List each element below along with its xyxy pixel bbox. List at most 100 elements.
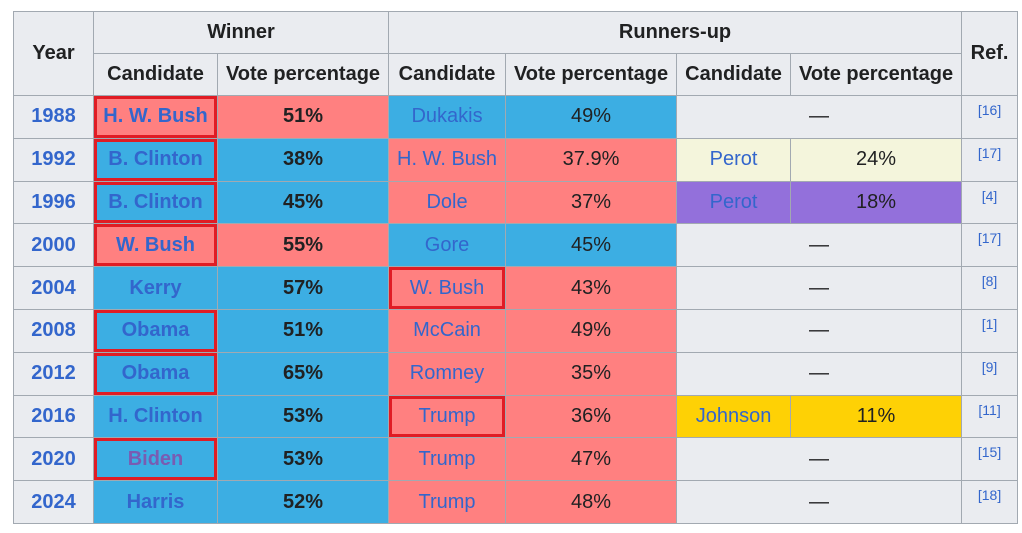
year-cell: 2000	[13, 223, 94, 268]
winner-vote-cell: 53%	[216, 437, 390, 482]
winner-candidate-cell: H. W. Bush	[93, 95, 218, 139]
year-link[interactable]: 2024	[31, 490, 76, 513]
runner-up-candidate-link[interactable]: H. W. Bush	[397, 148, 498, 171]
winner-vote-cell: 51%	[216, 95, 390, 139]
third-vote-percentage-header: Vote percentage	[790, 53, 963, 96]
winner-candidate-link[interactable]: W. Bush	[116, 233, 195, 256]
third-candidate-link[interactable]: Perot	[709, 190, 758, 213]
runner-up-vote-cell: 48%	[505, 480, 678, 524]
ref-link[interactable]: [11]	[978, 401, 1001, 418]
ref-link[interactable]: [8]	[981, 273, 998, 290]
third-candidate-none: —	[676, 223, 963, 268]
ref-cell: [16]	[961, 95, 1019, 139]
runner-up-candidate-header: Candidate	[388, 53, 507, 96]
winner-candidate-cell: H. Clinton	[93, 394, 218, 439]
runner-up-candidate-link[interactable]: Romney	[409, 362, 485, 385]
runner-up-candidate-link[interactable]: W. Bush	[409, 276, 485, 299]
winner-candidate-link[interactable]: Biden	[127, 447, 184, 470]
year-cell: 2024	[13, 480, 94, 524]
election-results-table: Year Winner Runners-up Ref. Candidate Vo…	[13, 11, 1019, 524]
winner-candidate-link[interactable]: B. Clinton	[108, 190, 203, 213]
winner-candidate-link[interactable]: H. Clinton	[108, 404, 203, 427]
third-candidate-cell: Johnson	[676, 394, 792, 439]
year-link[interactable]: 1988	[31, 105, 76, 128]
winner-candidate-link[interactable]: H. W. Bush	[103, 105, 208, 128]
winner-candidate-cell: Obama	[93, 351, 218, 396]
runner-up-candidate-cell: Dole	[388, 180, 507, 225]
third-candidate-header: Candidate	[676, 53, 792, 96]
winner-candidate-cell: W. Bush	[93, 223, 218, 268]
third-candidate-link[interactable]: Perot	[709, 148, 758, 171]
year-link[interactable]: 2016	[31, 404, 76, 427]
ref-link[interactable]: [16]	[977, 102, 1002, 118]
ref-cell: [1]	[961, 308, 1019, 353]
winner-candidate-link[interactable]: Obama	[121, 319, 190, 342]
winner-candidate-cell: Biden	[93, 437, 218, 482]
year-link[interactable]: 2004	[31, 276, 76, 299]
winner-vote-cell: 52%	[216, 480, 390, 524]
third-candidate-link[interactable]: Johnson	[695, 404, 772, 427]
third-vote-cell: 11%	[790, 394, 963, 439]
runner-up-candidate-link[interactable]: Gore	[424, 233, 470, 256]
year-link[interactable]: 2020	[31, 447, 76, 470]
table-row: 1988 H. W. Bush 51% Dukakis 49% — [16]	[13, 95, 1019, 139]
runner-up-vote-percentage-header: Vote percentage	[505, 53, 678, 96]
ref-cell: [18]	[961, 480, 1019, 524]
table-row: 2012 Obama 65% Romney 35% — [9]	[13, 351, 1019, 396]
table-row: 1996 B. Clinton 45% Dole 37% Perot 18% […	[13, 180, 1019, 225]
year-link[interactable]: 2008	[31, 319, 76, 342]
runner-up-vote-cell: 35%	[505, 351, 678, 396]
year-cell: 2004	[13, 266, 94, 310]
winner-candidate-cell: B. Clinton	[93, 180, 218, 225]
ref-link[interactable]: [1]	[981, 315, 998, 332]
third-candidate-none: —	[676, 437, 963, 482]
runner-up-candidate-cell: Romney	[388, 351, 507, 396]
winner-candidate-cell: Harris	[93, 480, 218, 524]
year-cell: 2020	[13, 437, 94, 482]
third-candidate-none: —	[676, 95, 963, 139]
ref-header: Ref.	[961, 11, 1019, 96]
year-link[interactable]: 1996	[31, 190, 76, 213]
ref-link[interactable]: [15]	[977, 444, 1002, 461]
runner-up-candidate-link[interactable]: Dukakis	[411, 105, 483, 128]
winner-vote-cell: 65%	[216, 351, 390, 396]
ref-cell: [17]	[961, 223, 1019, 268]
winner-candidate-link[interactable]: B. Clinton	[108, 148, 203, 171]
ref-cell: [15]	[961, 437, 1019, 482]
ref-cell: [11]	[961, 394, 1019, 439]
third-candidate-none: —	[676, 480, 963, 524]
ref-link[interactable]: [9]	[981, 358, 998, 375]
winner-vote-cell: 57%	[216, 266, 390, 310]
runner-up-vote-cell: 37%	[505, 180, 678, 225]
ref-link[interactable]: [17]	[977, 230, 1002, 247]
year-cell: 1996	[13, 180, 94, 225]
winner-candidate-link[interactable]: Harris	[126, 490, 185, 513]
ref-link[interactable]: [4]	[981, 187, 998, 204]
runner-up-candidate-cell: Trump	[388, 437, 507, 482]
winner-vote-cell: 45%	[216, 180, 390, 225]
runner-up-candidate-link[interactable]: Trump	[418, 447, 476, 470]
runner-up-vote-cell: 47%	[505, 437, 678, 482]
year-link[interactable]: 2000	[31, 233, 76, 256]
ref-cell: [8]	[961, 266, 1019, 310]
runner-up-candidate-link[interactable]: Trump	[418, 490, 476, 513]
runner-up-candidate-cell: W. Bush	[388, 266, 507, 310]
winner-candidate-link[interactable]: Obama	[121, 362, 190, 385]
winner-vote-cell: 51%	[216, 308, 390, 353]
year-link[interactable]: 1992	[31, 148, 76, 171]
winner-vote-percentage-header: Vote percentage	[216, 53, 390, 96]
runner-up-candidate-link[interactable]: Trump	[418, 404, 476, 427]
runner-up-candidate-link[interactable]: Dole	[426, 190, 468, 213]
year-cell: 2008	[13, 308, 94, 353]
year-cell: 1992	[13, 137, 94, 182]
ref-link[interactable]: [18]	[977, 487, 1002, 504]
third-candidate-none: —	[676, 308, 963, 353]
ref-link[interactable]: [17]	[977, 144, 1002, 161]
runner-up-candidate-cell: Dukakis	[388, 95, 507, 139]
runner-up-candidate-link[interactable]: McCain	[413, 319, 481, 342]
runner-up-vote-cell: 43%	[505, 266, 678, 310]
runner-up-vote-cell: 49%	[505, 95, 678, 139]
third-candidate-none: —	[676, 266, 963, 310]
year-link[interactable]: 2012	[31, 362, 76, 385]
winner-candidate-link[interactable]: Kerry	[129, 276, 182, 299]
